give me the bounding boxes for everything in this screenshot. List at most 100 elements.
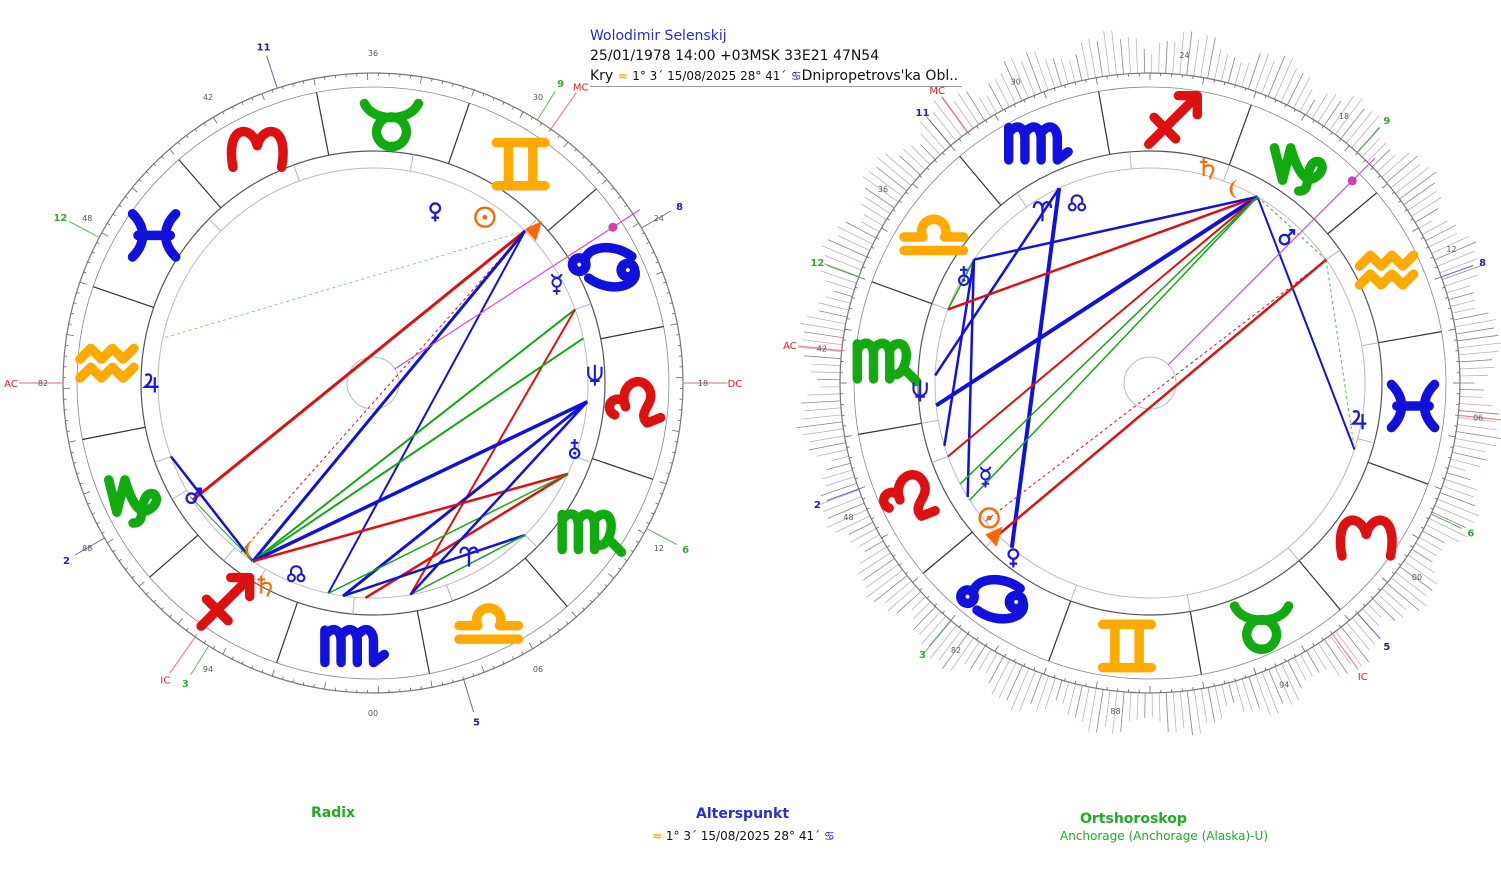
house-cusp-line bbox=[1430, 513, 1462, 529]
degree-tick bbox=[1362, 159, 1366, 163]
aspect-ray bbox=[1376, 155, 1395, 173]
degree-tick bbox=[1391, 191, 1395, 195]
degree-tick bbox=[666, 291, 670, 294]
degree-tick bbox=[866, 256, 870, 259]
aspect-ray bbox=[1439, 492, 1476, 507]
aspect-ray bbox=[820, 270, 857, 284]
aspect-ray bbox=[1248, 676, 1260, 709]
degree-tick bbox=[231, 106, 234, 110]
degree-tick bbox=[79, 281, 87, 285]
sign-boundary bbox=[315, 92, 330, 156]
aspect-ray bbox=[1362, 608, 1380, 627]
degree-tick bbox=[934, 603, 938, 607]
degree-tick bbox=[66, 334, 74, 336]
degree-tick bbox=[1434, 497, 1438, 500]
degree-tick bbox=[881, 227, 888, 232]
aspect-ray bbox=[1006, 665, 1023, 701]
degree-tick bbox=[958, 138, 962, 142]
degree-tick bbox=[635, 540, 639, 544]
aspect-ray bbox=[1356, 127, 1380, 153]
location-suffix: Dnipropetrovs'ka Obl.. bbox=[801, 68, 959, 84]
aspect-ray bbox=[801, 400, 841, 404]
degree-tick bbox=[1244, 674, 1247, 678]
degree-tick bbox=[231, 656, 234, 660]
aspect-ray bbox=[850, 528, 877, 543]
house-number: 6 bbox=[682, 545, 689, 556]
aspect-ray bbox=[1280, 68, 1297, 103]
aspect-ray bbox=[817, 489, 860, 506]
house-spoke bbox=[1129, 151, 1132, 169]
degree-tick bbox=[68, 440, 76, 443]
venus-icon bbox=[1007, 548, 1020, 569]
aspect-ray bbox=[1274, 666, 1293, 705]
degree-tick bbox=[87, 502, 91, 505]
degree-tick bbox=[1447, 456, 1451, 459]
degree-tick bbox=[898, 200, 902, 203]
degree-tick bbox=[1023, 663, 1026, 667]
mc-label: MC bbox=[929, 86, 945, 97]
aspect-ray bbox=[1422, 530, 1446, 544]
taurus-sign-icon bbox=[364, 103, 418, 146]
degree-tick bbox=[222, 111, 225, 115]
age-label: 18 bbox=[1339, 112, 1349, 121]
degree-tick bbox=[1362, 603, 1366, 607]
house-spoke bbox=[293, 164, 300, 182]
aspect-line bbox=[342, 533, 526, 598]
sign-boundary bbox=[1298, 560, 1341, 611]
dc-axis-line bbox=[1458, 414, 1501, 421]
age-label: 36 bbox=[878, 185, 888, 194]
aspect-line bbox=[947, 195, 1258, 311]
aspect-ray bbox=[1096, 40, 1103, 77]
aspect-ray bbox=[1450, 458, 1481, 467]
degree-tick bbox=[1434, 266, 1438, 269]
degree-tick bbox=[1434, 276, 1442, 280]
sign-boundary bbox=[416, 610, 431, 674]
aspect-ray bbox=[876, 166, 907, 192]
degree-tick bbox=[83, 271, 87, 274]
aspect-ray bbox=[821, 245, 865, 264]
degree-tick bbox=[73, 462, 77, 464]
degree-tick bbox=[967, 631, 970, 635]
aspect-ray bbox=[1446, 472, 1471, 481]
sun-aspect-arrow bbox=[524, 220, 542, 241]
age-label: 12 bbox=[1446, 245, 1456, 254]
aspect-ray bbox=[1193, 689, 1201, 734]
sign-boundary bbox=[1327, 192, 1378, 235]
degree-tick bbox=[1043, 667, 1047, 675]
degree-tick bbox=[1202, 77, 1205, 85]
aspect-ray bbox=[1261, 671, 1279, 714]
aspect-ray bbox=[825, 280, 855, 291]
degree-tick bbox=[659, 481, 667, 485]
degree-tick bbox=[502, 661, 505, 665]
virgo-sign-icon bbox=[562, 514, 621, 552]
degree-tick bbox=[1253, 667, 1257, 675]
degree-tick bbox=[1301, 114, 1306, 121]
degree-tick bbox=[849, 456, 853, 459]
aspect-ray bbox=[1186, 690, 1194, 736]
aspect-line bbox=[984, 259, 1327, 522]
aspect-ray bbox=[807, 393, 841, 396]
degree-tick bbox=[101, 232, 109, 237]
degree-tick bbox=[858, 486, 866, 490]
degree-tick bbox=[1330, 631, 1333, 635]
aspect-ray bbox=[1186, 31, 1193, 76]
age-label: 48 bbox=[843, 513, 853, 522]
aspect-ray bbox=[831, 456, 849, 462]
degree-tick bbox=[871, 246, 875, 249]
degree-tick bbox=[624, 204, 628, 208]
house-cusp-line bbox=[826, 264, 859, 278]
degree-tick bbox=[1095, 77, 1098, 85]
aspect-ray bbox=[966, 91, 986, 121]
house-number: 12 bbox=[810, 258, 824, 269]
aspect-ray bbox=[1377, 593, 1404, 618]
aspect-ray bbox=[798, 346, 842, 353]
age-label: 06 bbox=[533, 665, 543, 674]
degree-tick bbox=[663, 281, 667, 284]
degree-tick bbox=[194, 634, 198, 638]
degree-tick bbox=[512, 106, 515, 110]
aspect-ray bbox=[1241, 678, 1253, 712]
degree-tick bbox=[1410, 545, 1414, 548]
aspect-line bbox=[251, 230, 527, 563]
aspect-ray bbox=[1080, 41, 1090, 80]
